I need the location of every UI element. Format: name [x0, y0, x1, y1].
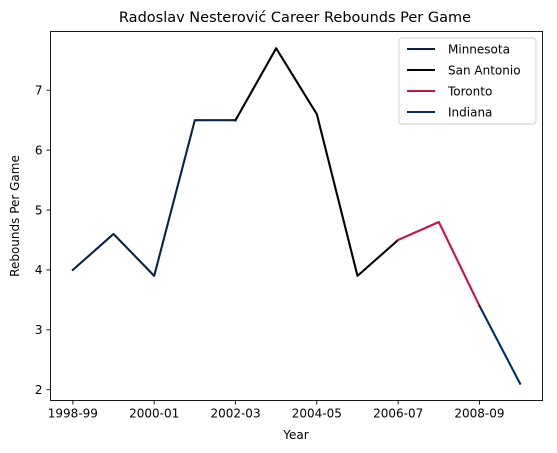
- legend-label: San Antonio: [448, 63, 521, 77]
- legend-label: Minnesota: [448, 42, 510, 56]
- chart-title: Radoslav Nesterović Career Rebounds Per …: [119, 10, 471, 26]
- series-line-minnesota: [73, 120, 236, 276]
- series-line-toronto: [398, 222, 479, 306]
- series-line-indiana: [479, 306, 520, 384]
- legend-label: Toronto: [447, 84, 492, 98]
- x-tick-label: 2000-01: [129, 407, 179, 421]
- x-axis-ticks: 1998-99 2000-01 2002-03 2004-05 2006-07 2008-…: [48, 401, 505, 421]
- y-axis-ticks: 2 3 4 5 6 7: [35, 84, 51, 398]
- x-axis-title: Year: [282, 428, 308, 442]
- legend: Minnesota San Antonio Toronto Indiana: [399, 38, 536, 124]
- x-tick-label: 1998-99: [48, 407, 98, 421]
- legend-label: Indiana: [448, 105, 492, 119]
- series-line-san-antonio: [236, 48, 399, 276]
- x-tick-label: 2004-05: [292, 407, 342, 421]
- y-tick-label: 2: [35, 383, 43, 397]
- x-tick-label: 2006-07: [373, 407, 423, 421]
- y-tick-label: 5: [35, 203, 43, 217]
- x-tick-label: 2008-09: [454, 407, 504, 421]
- x-tick-label: 2002-03: [210, 407, 260, 421]
- y-tick-label: 4: [35, 263, 43, 277]
- y-tick-label: 7: [35, 84, 43, 98]
- y-tick-label: 6: [35, 143, 43, 157]
- y-axis-title: Rebounds Per Game: [8, 155, 22, 277]
- y-tick-label: 3: [35, 323, 43, 337]
